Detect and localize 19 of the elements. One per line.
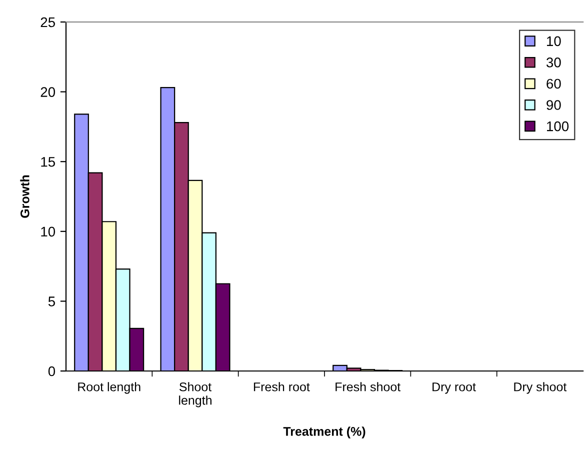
legend-label: 100	[547, 121, 569, 132]
x-tick-label: Root length	[78, 382, 140, 394]
legend-label: 10	[547, 36, 561, 46]
y-tick-label: 0	[48, 366, 56, 376]
x-tick-label: Dry root	[432, 382, 476, 394]
legend-label: 60	[546, 78, 561, 89]
x-tick-label: Dry shoot	[514, 382, 567, 394]
legend-label: 30	[546, 58, 561, 68]
x-tick-label: Fresh root	[254, 382, 310, 392]
y-tick-label: 25	[40, 17, 56, 28]
y-tick-label: 15	[41, 157, 56, 167]
y-axis-title: Growth	[20, 175, 30, 218]
y-tick-label: 20	[40, 87, 56, 97]
y-tick-label: 5	[48, 296, 55, 306]
x-tick-label: Fresh shoot	[336, 382, 400, 392]
x-tick-label: Shoot length	[179, 382, 212, 408]
legend-label: 90	[546, 100, 561, 110]
x-axis-title: Treatment (%)	[283, 426, 366, 438]
y-tick-label: 10	[41, 226, 56, 237]
